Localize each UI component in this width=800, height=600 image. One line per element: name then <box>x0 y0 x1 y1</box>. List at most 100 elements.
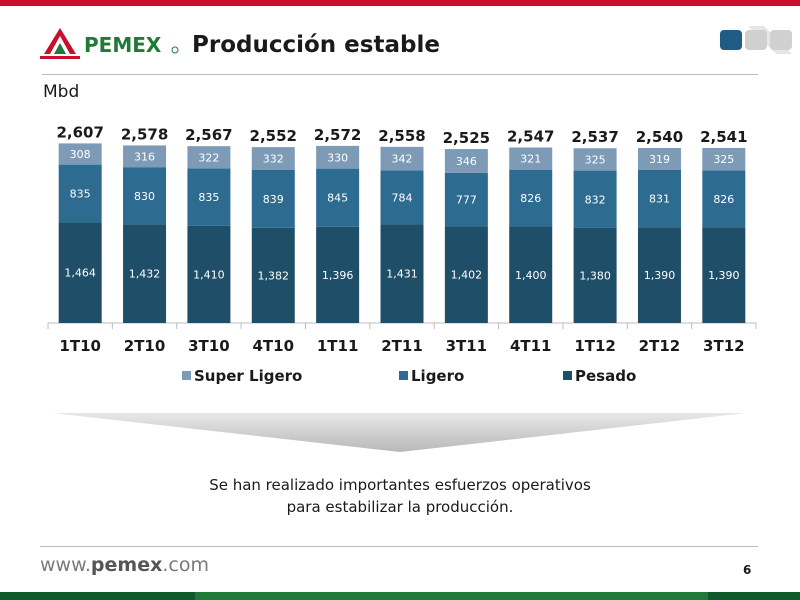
data-label: 1,382 <box>258 269 290 282</box>
bar-segment <box>509 226 553 323</box>
top-accent-bar <box>0 0 800 6</box>
data-label: 1,390 <box>708 269 740 282</box>
down-arrow-banner <box>52 413 746 452</box>
bar-segment <box>573 227 617 323</box>
x-tick-label: 1T12 <box>574 337 616 355</box>
data-label: 1,400 <box>515 269 547 282</box>
bar-segment <box>58 143 102 165</box>
x-tick-label: 4T10 <box>252 337 294 355</box>
bar-segment <box>123 167 167 225</box>
bar-segment <box>123 224 167 323</box>
data-label: 1,402 <box>451 269 483 282</box>
total-label: 2,525 <box>443 129 490 147</box>
bar-segment <box>123 145 167 168</box>
legend-label: Ligero <box>411 367 464 385</box>
x-tick-label: 2T10 <box>124 337 166 355</box>
y-unit-label: Mbd <box>43 82 80 102</box>
bar-segment <box>251 169 295 228</box>
bar-segment <box>509 169 553 227</box>
footer-divider <box>40 546 758 547</box>
x-tick-label: 1T11 <box>317 337 359 355</box>
bar-segment <box>380 170 424 225</box>
data-label: 826 <box>713 193 734 206</box>
data-label: 330 <box>327 151 348 164</box>
total-label: 2,547 <box>507 128 554 146</box>
data-label: 1,396 <box>322 269 354 282</box>
total-label: 2,558 <box>378 127 425 145</box>
data-label: 325 <box>713 153 734 166</box>
bar-segment <box>58 222 102 323</box>
bar-segment <box>187 146 231 169</box>
legend-swatch <box>563 371 572 380</box>
data-label: 1,410 <box>193 268 225 281</box>
data-label: 831 <box>649 193 670 206</box>
bar-segment <box>316 168 360 227</box>
data-label: 1,380 <box>579 269 611 282</box>
data-label: 321 <box>520 153 541 166</box>
x-tick-label: 2T12 <box>639 337 681 355</box>
bar-segment <box>573 170 617 228</box>
bar-segment <box>637 227 681 323</box>
data-label: 1,431 <box>386 268 418 281</box>
bar-segment <box>444 226 488 323</box>
bar-segment <box>316 226 360 323</box>
total-label: 2,607 <box>56 123 103 141</box>
data-label: 346 <box>456 155 477 168</box>
data-label: 325 <box>585 153 606 166</box>
bar-segment <box>380 146 424 171</box>
pemex-eagle-icon <box>40 28 80 59</box>
registered-icon <box>171 46 179 54</box>
nav-square-dark-icon <box>720 30 742 50</box>
bar-segment <box>187 225 231 323</box>
footer-url[interactable]: www.pemex.com <box>40 554 209 576</box>
data-label: 316 <box>134 150 155 163</box>
pemex-logo: PEMEX <box>40 28 179 59</box>
summary-line-2: para estabilizar la producción. <box>286 498 514 516</box>
data-label: 830 <box>134 190 155 203</box>
nav-square-light-icon <box>770 30 792 50</box>
x-tick-label: 1T10 <box>59 337 101 355</box>
total-label: 2,552 <box>250 127 297 145</box>
data-label: 308 <box>70 148 91 161</box>
bar-segment <box>58 164 102 223</box>
bottom-bar-segment <box>0 592 195 600</box>
bar-segment <box>637 169 681 228</box>
bar-segment <box>444 172 488 227</box>
title-divider <box>42 74 758 75</box>
bar-segment <box>637 148 681 170</box>
data-label: 1,390 <box>644 269 676 282</box>
total-label: 2,578 <box>121 125 168 143</box>
x-tick-label: 4T11 <box>510 337 552 355</box>
page-number: 6 <box>743 563 752 577</box>
bar-segment <box>251 147 295 170</box>
legend-label: Super Ligero <box>194 367 302 385</box>
data-label: 777 <box>456 194 477 207</box>
slide-nav-widget <box>720 26 792 54</box>
legend-label: Pesado <box>575 367 636 385</box>
legend-swatch <box>182 371 191 380</box>
bottom-green-bar <box>0 592 800 600</box>
bottom-bar-segment <box>708 592 800 600</box>
data-label: 832 <box>585 193 606 206</box>
footer-url-prefix: www. <box>40 554 91 576</box>
data-label: 1,432 <box>129 268 161 281</box>
total-label: 2,540 <box>636 128 683 146</box>
data-label: 1,464 <box>64 267 96 280</box>
data-label: 322 <box>198 151 219 164</box>
bar-segment <box>702 170 746 228</box>
x-tick-label: 3T12 <box>703 337 745 355</box>
data-label: 319 <box>649 153 670 166</box>
summary-line-1: Se han realizado importantes esfuerzos o… <box>209 476 591 494</box>
data-label: 845 <box>327 192 348 205</box>
data-label: 835 <box>70 187 91 200</box>
data-label: 332 <box>263 153 284 166</box>
total-label: 2,567 <box>185 126 232 144</box>
bar-segment <box>316 145 360 169</box>
footer-url-suffix: .com <box>162 554 209 576</box>
bar-segment <box>187 168 231 226</box>
total-label: 2,572 <box>314 126 361 144</box>
total-label: 2,537 <box>571 128 618 146</box>
bar-segment <box>380 224 424 323</box>
bar-segment <box>444 149 488 173</box>
bar-segment <box>509 147 553 170</box>
